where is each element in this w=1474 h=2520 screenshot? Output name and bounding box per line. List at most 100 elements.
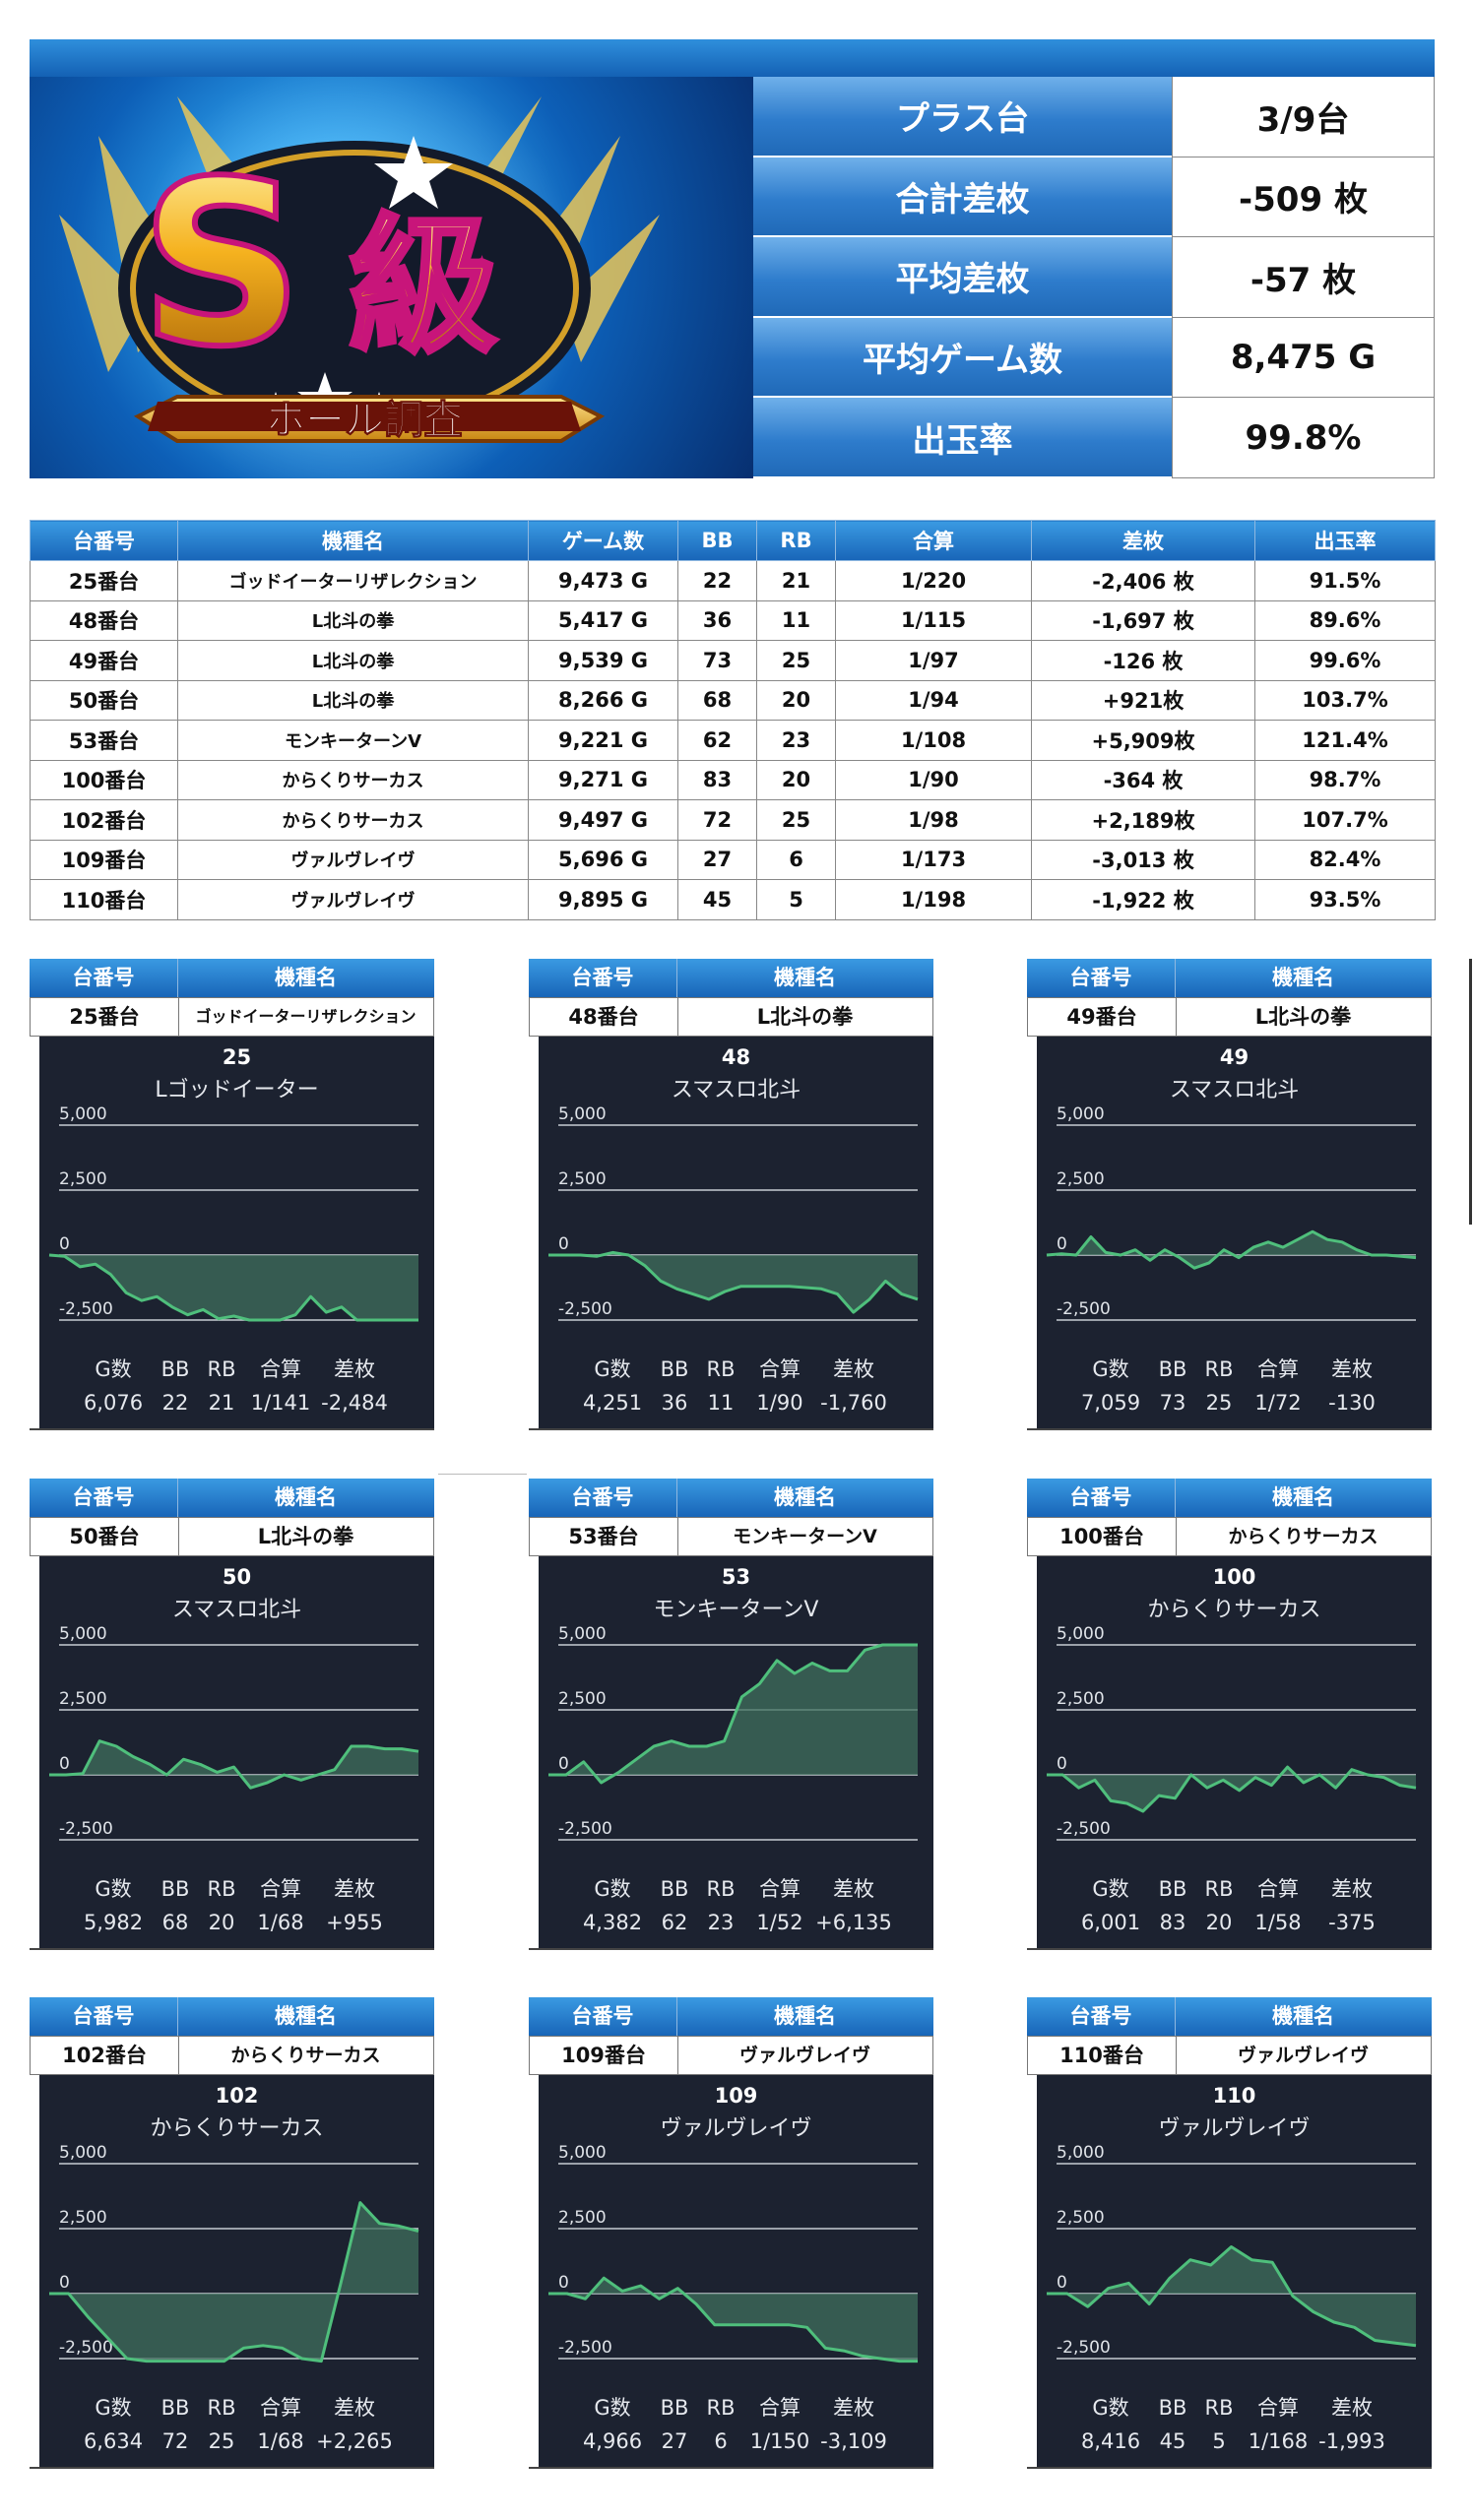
stat-label: 差枚: [833, 2396, 874, 2420]
banner-logo-graphic: S 級 ホール調査: [59, 77, 660, 478]
card-bottom-border: [1027, 1948, 1432, 1950]
cell-payout-rate: 91.5%: [1254, 560, 1436, 601]
y-tick-label: 0: [59, 1234, 70, 1254]
stat-label: RB: [208, 2396, 236, 2420]
slump-chart: 53 モンキーターンV 5,000 2,500 0 -2,500 G数 4,382 BB 62 RB…: [548, 1565, 918, 1934]
card-bottom-border: [529, 1948, 933, 1950]
summary-row-total-diff: 合計差枚 -509 枚: [753, 157, 1435, 238]
stat-label: 合算: [260, 2396, 301, 2420]
card-header-model-label: 機種名: [1272, 966, 1334, 989]
cell-coin-diff: -2,406 枚: [1031, 560, 1255, 601]
card-info-row: 109番台 ヴァルヴレイヴ: [529, 2036, 933, 2075]
stat-label: RB: [208, 1357, 236, 1381]
y-tick-label: 0: [1057, 2273, 1067, 2293]
stat-label: 合算: [759, 1357, 801, 1381]
y-tick-label: -2,500: [59, 2338, 113, 2358]
cell-coin-diff: -126 枚: [1031, 640, 1255, 681]
y-tick-label: 5,000: [1057, 1624, 1105, 1644]
stat-label: 差枚: [334, 1357, 375, 1381]
stat-label: BB: [661, 1357, 689, 1381]
header-combined: 合算: [835, 520, 1032, 561]
cell-model-name: からくりサーカス: [177, 799, 529, 841]
divider-line: [438, 1474, 527, 1475]
stat-label: G数: [1092, 2396, 1128, 2420]
card-header: 台番号 機種名: [529, 1479, 933, 1517]
stat-value: 1/150: [750, 2429, 810, 2453]
stat-label: 合算: [1257, 2396, 1299, 2420]
series-line: [1047, 1765, 1417, 1813]
card-header: 台番号 機種名: [1027, 959, 1432, 997]
cell-bb-count: 27: [677, 839, 757, 880]
cell-coin-diff: +5,909枚: [1031, 720, 1255, 761]
cell-combined-rate: 1/173: [835, 839, 1032, 880]
card-model-name: ゴッドイーターリザレクション: [195, 1007, 417, 1026]
stat-value: 21: [209, 1391, 235, 1415]
card-header-number-label: 台番号: [529, 959, 677, 997]
y-tick-label: 2,500: [1057, 1169, 1105, 1189]
stat-label: BB: [1159, 2396, 1187, 2420]
cell-model-name: からくりサーカス: [177, 759, 529, 800]
header-payout: 出玉率: [1254, 520, 1436, 561]
cell-rb-count: 21: [756, 560, 836, 601]
stat-value: 1/58: [1254, 1911, 1301, 1934]
y-tick-label: 5,000: [558, 1104, 607, 1124]
stat-value: 27: [662, 2429, 688, 2453]
summary-row-avg-games: 平均ゲーム数 8,475 G: [753, 317, 1435, 399]
card-model-name: モンキーターンV: [733, 1526, 877, 1547]
stat-value: -3,109: [820, 2429, 887, 2453]
machine-chart-card: 台番号 機種名 53番台 モンキーターンV 53 モンキーターンV 5,000 2,500 0-…: [529, 1479, 933, 1950]
cell-combined-rate: 1/90: [835, 759, 1032, 800]
stat-label: G数: [95, 1877, 131, 1901]
cell-bb-count: 36: [677, 599, 757, 641]
card-table-number: 53番台: [530, 1518, 678, 1555]
results-table: 台番号 機種名 ゲーム数 BB RB 合算 差枚 出玉率 25番台 ゴッドイーター…: [30, 520, 1436, 920]
banner-kanji: 級: [350, 202, 497, 373]
card-header: 台番号 機種名: [30, 959, 434, 997]
machine-chart-card: 台番号 機種名 49番台 L北斗の拳 49 スマスロ北斗 5,000 2,500 0 -2,500…: [1027, 959, 1432, 1430]
card-info-row: 50番台 L北斗の拳: [30, 1517, 434, 1556]
stat-label: 差枚: [334, 2396, 375, 2420]
chart-subtitle: ヴァルヴレイヴ: [1158, 2116, 1310, 2141]
card-header: 台番号 機種名: [1027, 1997, 1432, 2036]
table-row: 110番台 ヴァルヴレイヴ 9,895 G 45 5 1/198 -1,922 枚 93.5%: [30, 879, 1436, 920]
chart-subtitle: モンキーターンV: [654, 1598, 819, 1622]
cell-bb-count: 22: [677, 560, 757, 601]
card-header-number-label: 台番号: [1027, 1997, 1176, 2036]
cell-bb-count: 68: [677, 679, 757, 721]
card-model-name: L北斗の拳: [756, 1005, 854, 1029]
stat-label: G数: [95, 2396, 131, 2420]
card-header: 台番号 機種名: [1027, 1479, 1432, 1517]
cell-coin-diff: -3,013 枚: [1031, 839, 1255, 880]
y-tick-label: 0: [1057, 1754, 1067, 1774]
stat-value: 20: [1206, 1911, 1233, 1934]
card-info-row: 110番台 ヴァルヴレイヴ: [1027, 2036, 1432, 2075]
card-header: 台番号 機種名: [529, 1997, 933, 2036]
chart-title: 50: [223, 1565, 251, 1589]
series-line: [548, 1250, 919, 1314]
y-tick-label: 5,000: [59, 1104, 107, 1124]
cell-model-name: モンキーターンV: [177, 720, 529, 761]
cell-combined-rate: 1/115: [835, 599, 1032, 641]
card-header: 台番号 機種名: [30, 1997, 434, 2036]
cell-model-name: L北斗の拳: [177, 640, 529, 681]
card-table-number: 109番台: [530, 2037, 678, 2074]
cell-coin-diff: -1,922 枚: [1031, 879, 1255, 920]
cell-bb-count: 62: [677, 720, 757, 761]
card-header-model-label: 機種名: [275, 966, 337, 989]
stat-value: 8,416: [1081, 2429, 1140, 2453]
series-area: [548, 1252, 918, 1313]
card-header-number-label: 台番号: [529, 1997, 677, 2036]
header-model: 機種名: [177, 520, 529, 561]
stat-value: 1/72: [1254, 1391, 1301, 1415]
stat-value: 1/52: [756, 1911, 802, 1934]
cell-game-count: 9,271 G: [528, 759, 678, 800]
stat-value: 6,076: [84, 1391, 143, 1415]
cell-game-count: 5,417 G: [528, 599, 678, 641]
card-model-name: ヴァルヴレイヴ: [1237, 2045, 1369, 2066]
summary-label: プラス台: [753, 77, 1172, 158]
stat-label: 差枚: [334, 1877, 375, 1901]
stat-value: 4,251: [583, 1391, 642, 1415]
stat-label: G数: [1092, 1357, 1128, 1381]
stat-label: G数: [95, 1357, 131, 1381]
cell-game-count: 9,497 G: [528, 799, 678, 841]
